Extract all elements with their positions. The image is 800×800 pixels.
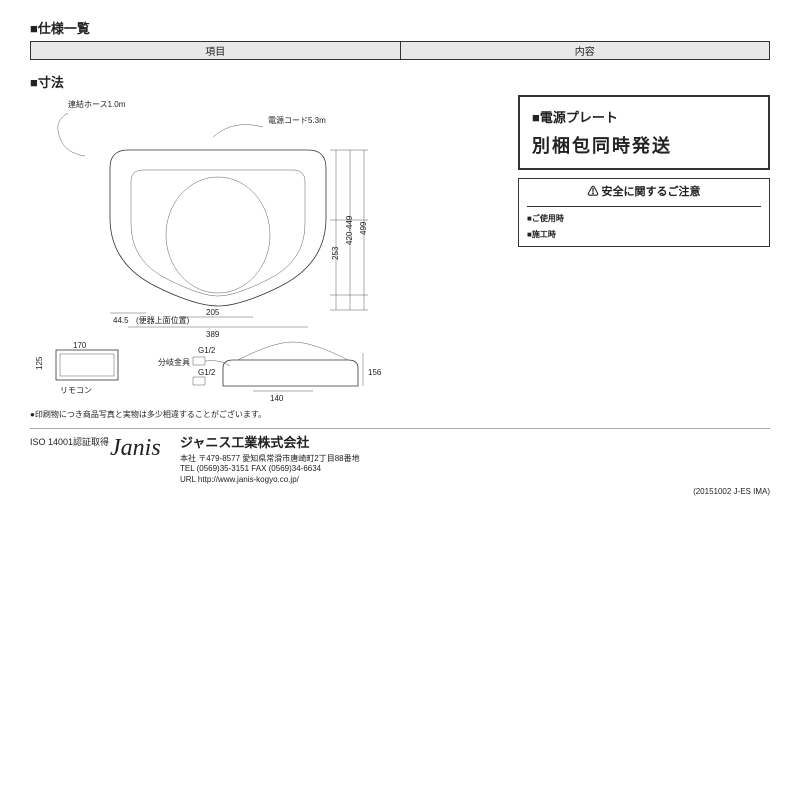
plate-box: ■電源プレート 別梱包同時発送 [518, 95, 770, 170]
disclaimer: ●印刷物につき商品写真と実物は多少相違することがございます。 [30, 409, 770, 420]
safety-sub2: ■施工時 [527, 229, 761, 240]
iso-text: ISO 14001認証取得 [30, 435, 110, 448]
th-content: 内容 [400, 42, 770, 60]
svg-text:連結ホース1.0m: 連結ホース1.0m [68, 99, 126, 109]
plate-title: ■電源プレート [532, 107, 756, 126]
svg-text:44.5: 44.5 [113, 316, 129, 325]
svg-text:分岐金具: 分岐金具 [158, 357, 190, 367]
safety-header: ⚠ 安全に関するご注意 [527, 185, 761, 200]
footer: ISO 14001認証取得 Janis ジャニス工業株式会社 本社 〒479-8… [30, 428, 770, 485]
svg-text:420-449: 420-449 [345, 215, 354, 245]
doc-code: (20151002 J-ES IMA) [30, 487, 770, 496]
svg-text:G1/2: G1/2 [198, 346, 216, 355]
company-name: ジャニス工業株式会社 [180, 435, 360, 452]
svg-text:リモコン: リモコン [60, 386, 92, 395]
dimension-drawing: 連結ホース1.0m 電源コード5.3m 253 420-449 499 44.5… [30, 95, 506, 405]
svg-text:389: 389 [206, 330, 220, 339]
svg-text:電源コード5.3m: 電源コード5.3m [268, 116, 326, 125]
th-item: 項目 [31, 42, 401, 60]
safety-box: ⚠ 安全に関するご注意 ■ご使用時 ■施工時 [518, 178, 770, 247]
svg-text:205: 205 [206, 308, 220, 317]
svg-text:499: 499 [359, 221, 368, 235]
spec-table: 項目 内容 [30, 41, 770, 60]
url: URL http://www.janis-kogyo.co.jp/ [180, 475, 360, 485]
plate-text: 別梱包同時発送 [532, 132, 756, 158]
logo: Janis [110, 435, 180, 462]
svg-text:(便器上面位置): (便器上面位置) [136, 315, 190, 325]
svg-text:156: 156 [368, 368, 382, 377]
address: 本社 〒479-8577 愛知県常滑市唐崎町2丁目88番地 [180, 454, 360, 464]
svg-text:253: 253 [331, 246, 340, 260]
svg-text:G1/2: G1/2 [198, 368, 216, 377]
safety-sub1: ■ご使用時 [527, 213, 761, 224]
spec-title: ■仕様一覧 [30, 18, 770, 37]
tel: TEL (0569)35-3151 FAX (0569)34-6634 [180, 464, 360, 474]
dim-title: ■寸法 [30, 72, 770, 91]
svg-text:170: 170 [73, 341, 87, 350]
svg-text:140: 140 [270, 394, 284, 403]
svg-text:125: 125 [35, 356, 44, 370]
